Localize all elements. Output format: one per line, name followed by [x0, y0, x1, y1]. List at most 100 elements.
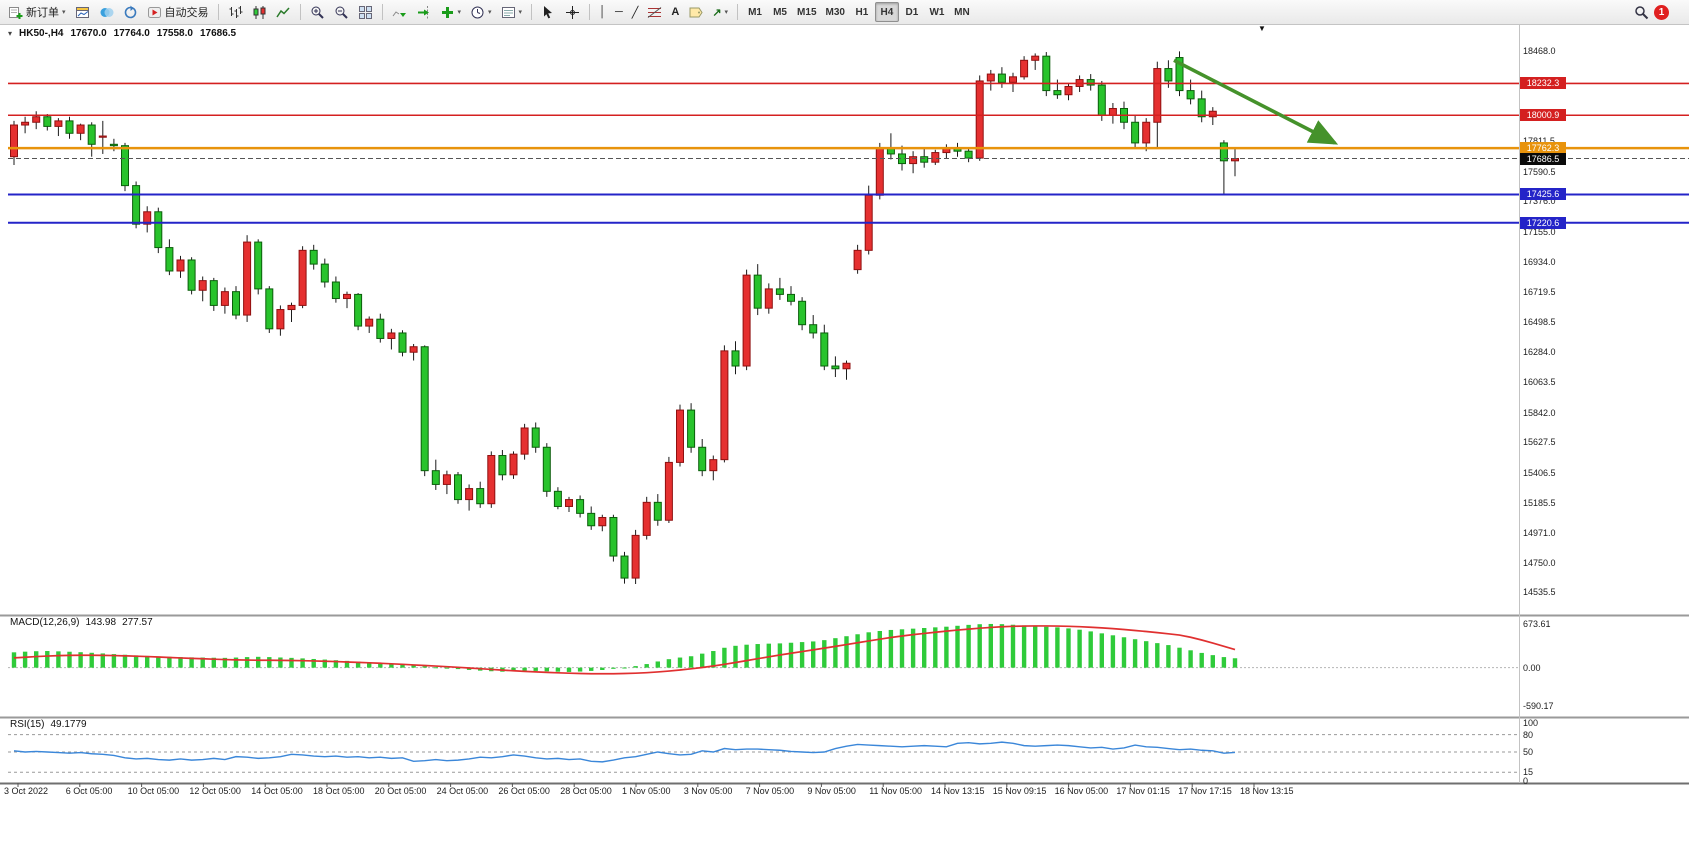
timeframe-m5-button[interactable]: M5	[768, 2, 792, 22]
crosshair-icon	[566, 5, 580, 19]
candle	[542, 443, 551, 497]
zoom-out-button[interactable]	[330, 2, 353, 22]
price-line-badge[interactable]: 17686.5	[1520, 152, 1566, 165]
macd-histogram-bar	[788, 642, 794, 668]
auto-trading-button[interactable]: 自动交易	[143, 2, 213, 22]
time-axis-label: 24 Oct 05:00	[436, 786, 489, 796]
vertical-line-icon: │	[599, 6, 606, 18]
new-order-icon	[9, 6, 23, 19]
time-axis-label: 18 Nov 13:15	[1240, 786, 1294, 796]
macd-histogram-bar	[955, 625, 960, 668]
candle	[232, 286, 240, 320]
price-tick-label: 18468.0	[1523, 45, 1556, 56]
candle	[209, 277, 218, 311]
fibonacci-tool-button[interactable]	[643, 2, 666, 22]
tile-windows-button[interactable]	[354, 2, 377, 22]
rsi-tick-label: 80	[1523, 729, 1534, 740]
candlestick-type-button[interactable]	[248, 2, 271, 22]
candle	[198, 276, 207, 302]
macd-histogram-bar	[566, 667, 572, 672]
indicators-button[interactable]: ▾	[436, 2, 466, 22]
collapse-caret-icon[interactable]: ▾	[8, 29, 13, 38]
timeframe-h1-button[interactable]: H1	[850, 2, 874, 22]
candle	[143, 206, 152, 233]
price-line-badge[interactable]: 17220.6	[1520, 216, 1566, 229]
macd-histogram-bar	[333, 660, 339, 668]
macd-histogram-bar	[1099, 633, 1104, 668]
timeframe-mn-button[interactable]: MN	[950, 2, 974, 22]
time-axis-label: 18 Oct 05:00	[313, 786, 365, 796]
macd-histogram-bar	[78, 652, 83, 668]
trendline-tool-button[interactable]: ╱	[628, 2, 643, 22]
price-line-badge[interactable]: 17425.6	[1520, 188, 1566, 201]
bar-chart-type-button[interactable]	[224, 2, 247, 22]
crosshair-button[interactable]	[561, 2, 584, 22]
candle	[76, 123, 85, 141]
timeframe-d1-button[interactable]: D1	[900, 2, 924, 22]
profiles-button[interactable]	[95, 2, 118, 22]
macd-histogram-bar	[589, 667, 594, 671]
trend-arrow-annotation[interactable]	[1173, 58, 1339, 145]
candle	[132, 181, 141, 229]
price-tick-label: 17155.0	[1523, 226, 1556, 237]
candle	[254, 239, 263, 295]
timeframe-h4-button[interactable]: H4	[874, 2, 899, 22]
vertical-line-tool-button[interactable]: │	[595, 2, 610, 22]
new-order-button[interactable]: 新订单 ▾	[4, 2, 70, 22]
rsi-label: RSI(15) 49.1779	[10, 719, 87, 730]
text-label-tool-button[interactable]	[684, 2, 707, 22]
macd-histogram-bar	[666, 659, 672, 668]
new-chart-button[interactable]	[71, 2, 94, 22]
price-line-badge[interactable]: 18232.3	[1520, 77, 1566, 90]
text-tool-button[interactable]: A	[667, 2, 683, 22]
macd-histogram-bar	[289, 657, 294, 668]
zoom-in-button[interactable]	[306, 2, 329, 22]
rsi-tick-label: 0	[1523, 776, 1529, 786]
rsi-value: 49.1779	[50, 719, 87, 730]
templates-button[interactable]: ▾	[497, 2, 527, 22]
macd-histogram-bar	[1055, 627, 1060, 668]
horizontal-line-tool-button[interactable]: ─	[611, 2, 627, 22]
candle	[642, 496, 651, 540]
symbol-period-label: HK50-,H4	[19, 28, 64, 39]
macd-histogram-bar	[1188, 650, 1193, 668]
chart-shift-icon	[417, 5, 429, 19]
candle	[409, 343, 418, 361]
scroll-to-end-marker[interactable]: ▼	[1258, 24, 1266, 33]
new-order-label: 新订单	[26, 7, 59, 19]
rsi-tick-label: 15	[1523, 767, 1534, 778]
chart-shift-button[interactable]	[412, 2, 435, 22]
toolbar-separator	[589, 4, 591, 20]
macd-histogram-bar	[799, 642, 805, 668]
notification-badge[interactable]: 1	[1654, 4, 1669, 20]
chart-window-icon	[75, 6, 89, 18]
auto-scroll-button[interactable]	[388, 2, 411, 22]
price-tick-label: 15842.0	[1523, 407, 1556, 418]
candle	[1197, 90, 1206, 123]
cursor-button[interactable]	[537, 2, 560, 22]
arrows-tool-button[interactable]: ↗ ▾	[708, 2, 732, 22]
timeframe-m1-button[interactable]: M1	[743, 2, 767, 22]
macd-histogram-bar	[700, 653, 705, 668]
time-axis-label: 15 Nov 09:15	[992, 786, 1047, 796]
refresh-button[interactable]	[119, 2, 142, 22]
price-tick-label: 16934.0	[1523, 257, 1556, 268]
candle	[1031, 53, 1040, 70]
price-tick-label: 16063.5	[1523, 377, 1556, 388]
timeframe-m30-button[interactable]: M30	[822, 2, 849, 22]
periods-button[interactable]: ▾	[466, 2, 496, 22]
macd-histogram-bar	[988, 623, 993, 668]
macd-histogram-bar	[833, 638, 838, 668]
price-line-badge[interactable]: 17762.3	[1520, 142, 1566, 155]
line-chart-type-button[interactable]	[272, 2, 295, 22]
time-axis-label: 17 Nov 17:15	[1178, 786, 1232, 796]
auto-trading-icon	[147, 6, 161, 18]
macd-histogram-bar	[411, 665, 416, 668]
search-button[interactable]	[1630, 2, 1653, 22]
timeframe-w1-button[interactable]: W1	[925, 2, 949, 22]
macd-histogram-bar	[844, 636, 849, 668]
timeframe-m15-button[interactable]: M15	[793, 2, 820, 22]
price-line-badge[interactable]: 18000.9	[1520, 109, 1566, 122]
